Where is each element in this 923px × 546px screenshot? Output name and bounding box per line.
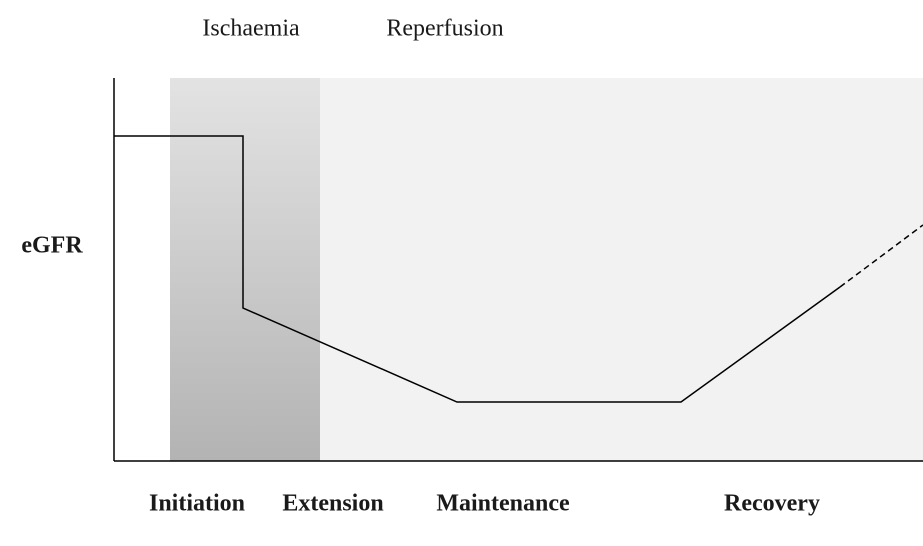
egfr-curve	[114, 135, 841, 403]
ischaemia-band	[170, 78, 320, 461]
phase-label: Extension	[282, 491, 383, 517]
y-axis-label: eGFR	[21, 233, 83, 259]
phase-label: Recovery	[724, 491, 820, 517]
phase-label: Initiation	[149, 491, 245, 517]
phase-label: Maintenance	[436, 491, 570, 517]
top-label: Ischaemia	[202, 16, 300, 42]
top-label: Reperfusion	[386, 16, 503, 42]
reperfusion-region	[320, 78, 923, 461]
egfr-curve-projection	[839, 224, 923, 288]
